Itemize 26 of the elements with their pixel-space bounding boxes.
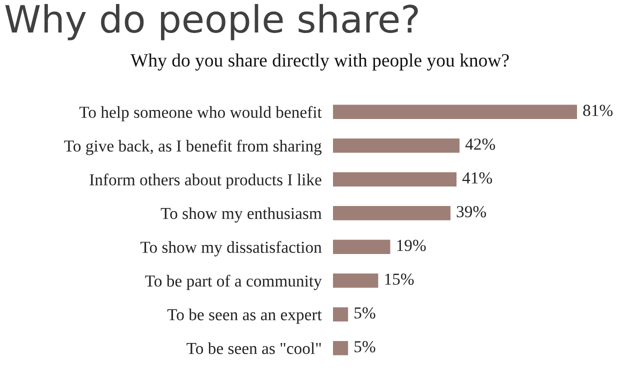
bar xyxy=(333,341,348,356)
y-tick-label: Inform others about products I like xyxy=(90,174,322,189)
y-tick-label: To be seen as an expert xyxy=(167,308,322,324)
data-label: 81% xyxy=(583,104,613,116)
data-label: 5% xyxy=(354,341,376,352)
data-label: 41% xyxy=(462,172,492,184)
data-label: 39% xyxy=(456,206,486,218)
data-label: 42% xyxy=(465,138,496,150)
data-label: 5% xyxy=(354,307,376,319)
bar xyxy=(333,274,378,288)
data-label: 19% xyxy=(397,240,426,252)
bar xyxy=(333,172,457,186)
y-tick-label: To be seen as "cool" xyxy=(186,342,321,354)
chart-title: Why do people share? xyxy=(5,4,418,40)
data-label: 15% xyxy=(385,274,414,285)
y-tick-label: To help someone who would benefit xyxy=(79,106,322,122)
bar xyxy=(333,206,450,220)
y-tick-label: To show my enthusiasm xyxy=(160,207,322,223)
bar xyxy=(333,240,390,254)
y-tick-label: To give back, as I benefit from sharing xyxy=(64,140,322,156)
y-tick-label: To be part of a community xyxy=(145,274,322,290)
bar xyxy=(333,138,460,153)
bar xyxy=(333,307,348,322)
bar xyxy=(333,104,577,119)
y-tick-label: To show my dissatisfaction xyxy=(140,241,322,256)
chart-subtitle: Why do you share directly with people you know? xyxy=(130,53,509,71)
